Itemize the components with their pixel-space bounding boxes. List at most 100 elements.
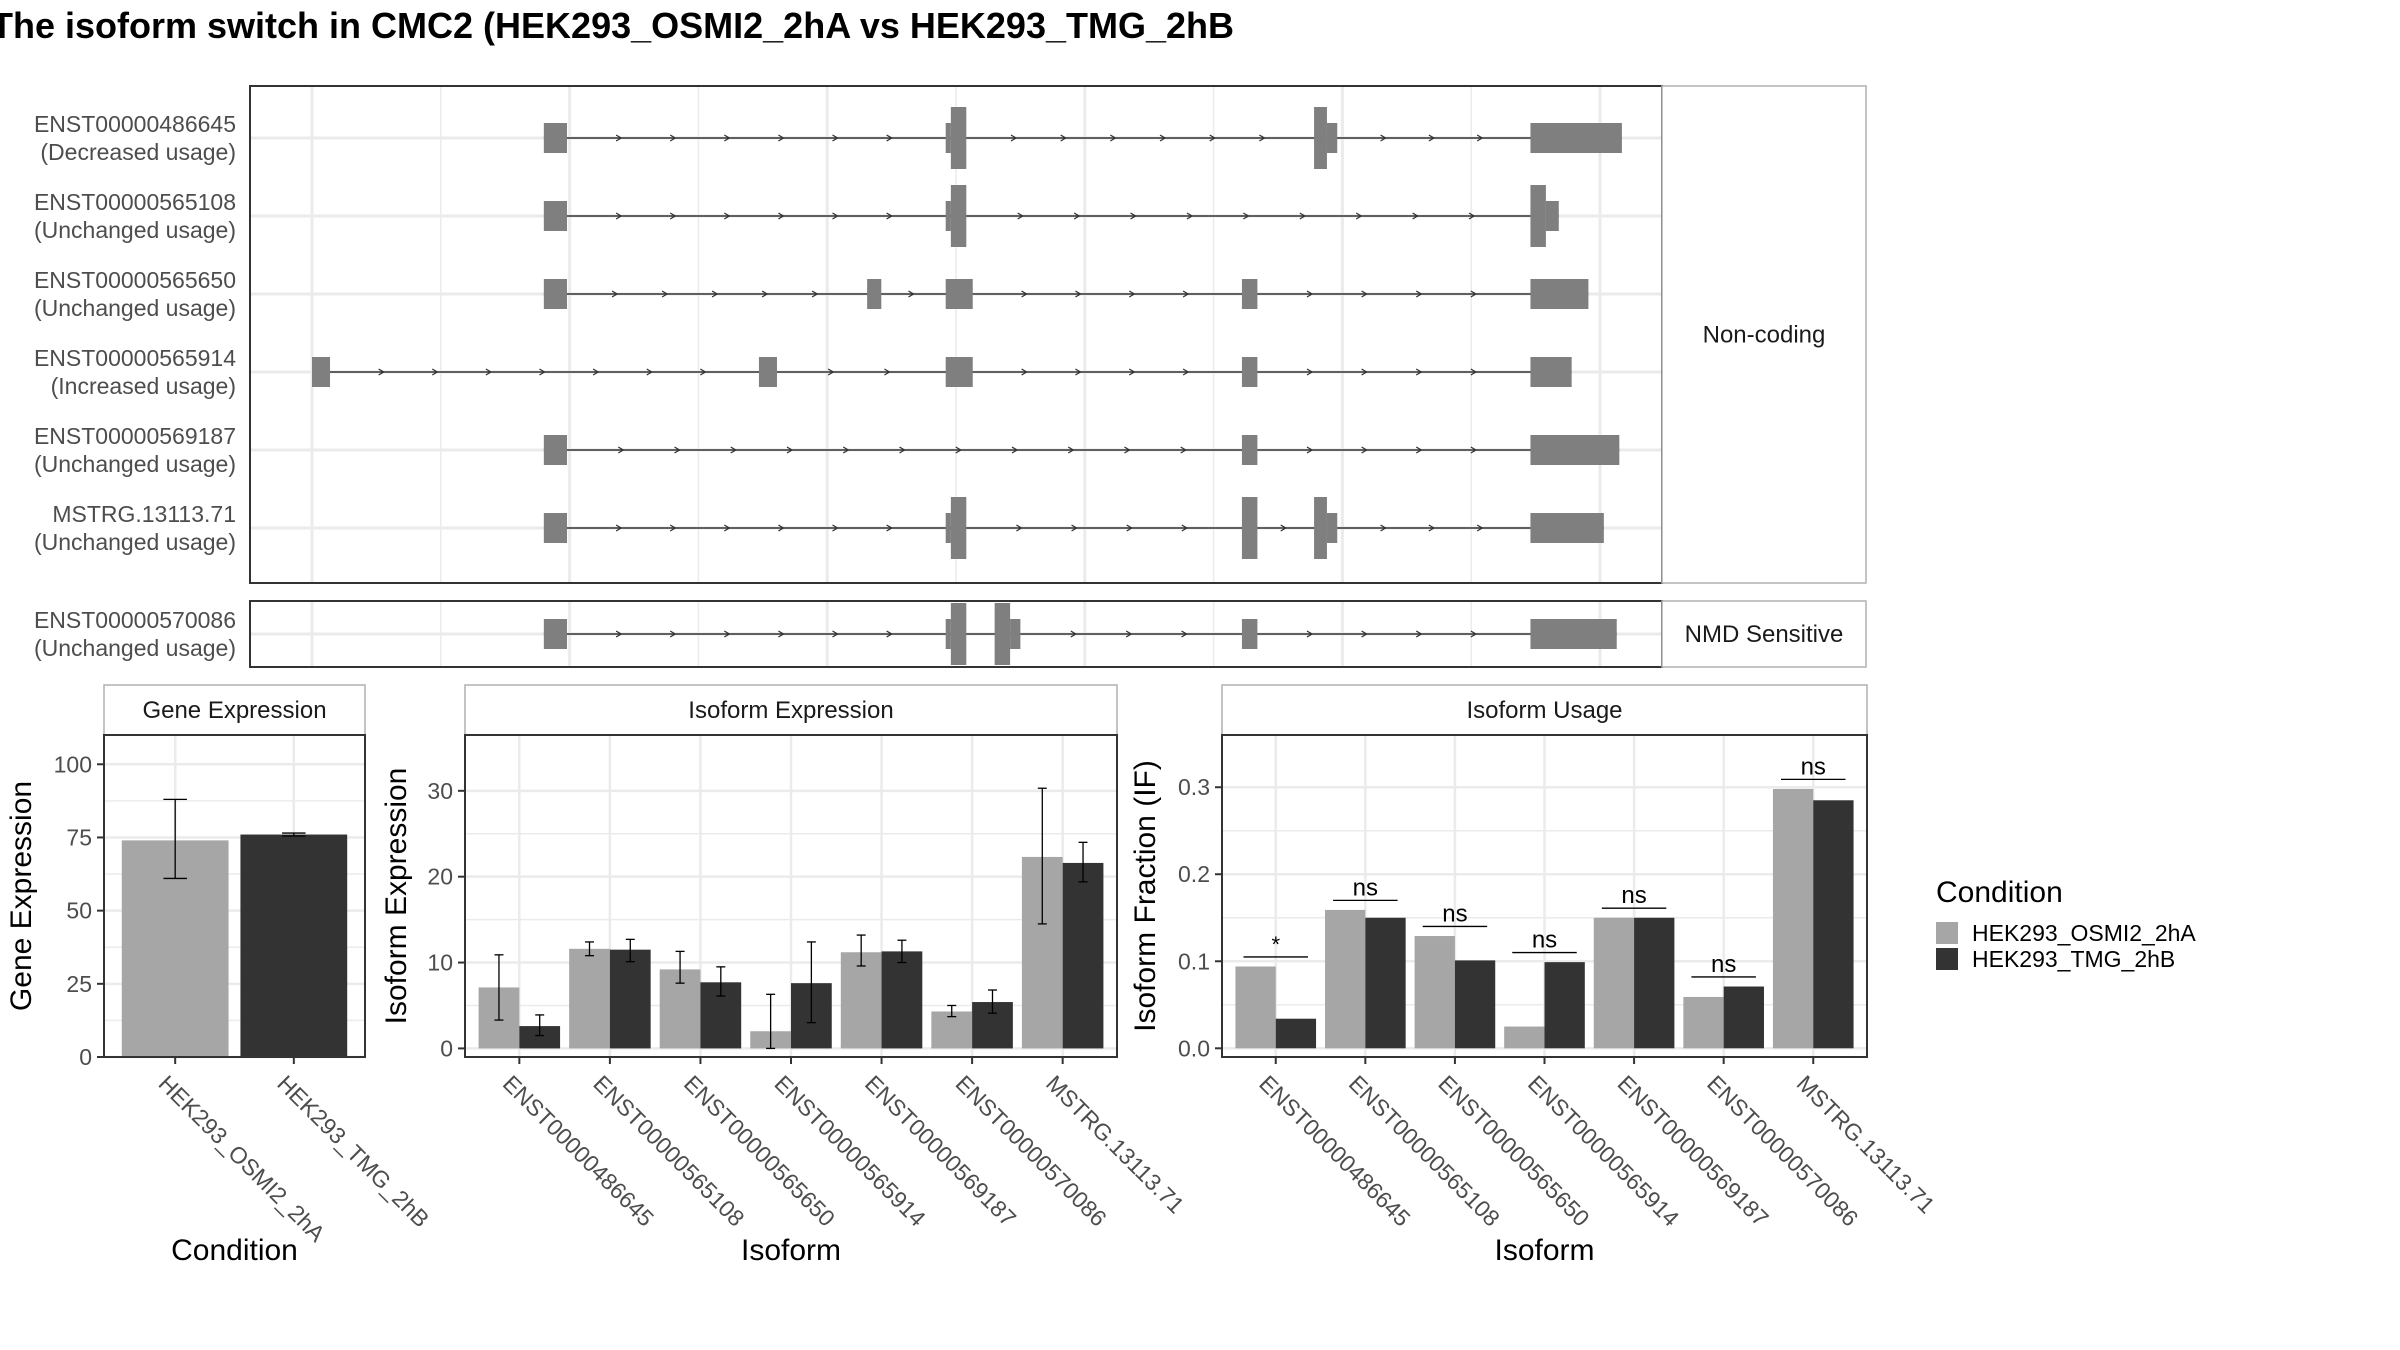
intron-direction-arrow bbox=[1010, 134, 1018, 142]
intron-direction-arrow bbox=[886, 524, 893, 532]
x-tick-label: ENST00000569187 bbox=[1613, 1070, 1774, 1231]
exon-block bbox=[1241, 619, 1258, 649]
intron-direction-arrow bbox=[1016, 524, 1023, 532]
bar bbox=[1325, 909, 1366, 1049]
intron-direction-arrow bbox=[615, 134, 623, 142]
bar bbox=[1454, 960, 1496, 1049]
intron-direction-arrow bbox=[899, 446, 906, 454]
significance-label: ns bbox=[1442, 900, 1467, 927]
intron-direction-arrow bbox=[1159, 134, 1167, 142]
legend-title: Condition bbox=[1936, 876, 2063, 909]
significance-label: ns bbox=[1532, 927, 1557, 954]
exon-block bbox=[543, 619, 568, 649]
intron-direction-arrow bbox=[778, 524, 785, 532]
exon-block bbox=[1241, 357, 1258, 387]
intron-direction-arrow bbox=[832, 524, 839, 532]
exon-block bbox=[1314, 107, 1327, 169]
exon-block bbox=[994, 603, 1011, 665]
bar bbox=[1062, 862, 1104, 1049]
intron-direction-arrow bbox=[1021, 290, 1028, 298]
transcript-usage-label: (Unchanged usage) bbox=[34, 529, 236, 555]
intron-direction-arrow bbox=[1060, 134, 1067, 142]
exon-block bbox=[1241, 435, 1258, 465]
intron-direction-arrow bbox=[786, 446, 794, 454]
intron-direction-arrow bbox=[908, 290, 915, 298]
bar bbox=[1723, 986, 1764, 1049]
bar bbox=[881, 951, 923, 1049]
exon-block bbox=[950, 185, 967, 247]
x-tick-label: ENST00000486645 bbox=[1254, 1070, 1415, 1231]
exon-block bbox=[945, 619, 951, 649]
y-tick-label: 30 bbox=[427, 778, 453, 804]
intron-direction-arrow bbox=[646, 368, 653, 376]
exon-block bbox=[867, 279, 882, 309]
chart-title: Isoform Usage bbox=[1466, 697, 1622, 724]
intron-direction-arrow bbox=[730, 446, 738, 454]
facet-strip-label: NMD Sensitive bbox=[1685, 621, 1844, 648]
intron-direction-arrow bbox=[1070, 630, 1078, 638]
intron-direction-arrow bbox=[1306, 630, 1314, 638]
intron-direction-arrow bbox=[615, 630, 623, 638]
intron-direction-arrow bbox=[592, 368, 600, 376]
facet-strip bbox=[1661, 85, 1867, 584]
transcript-id-label: MSTRG.13113.71 bbox=[52, 501, 236, 527]
bar bbox=[1235, 966, 1276, 1049]
x-tick-label: ENST00000565914 bbox=[769, 1070, 930, 1231]
intron-direction-arrow bbox=[723, 134, 731, 142]
bar bbox=[1683, 996, 1724, 1049]
legend-label: HEK293_OSMI2_2hA bbox=[1972, 920, 2196, 946]
exon-block bbox=[543, 513, 568, 543]
intron-direction-arrow bbox=[1110, 134, 1117, 142]
intron-direction-arrow bbox=[1071, 524, 1078, 532]
y-tick-label: 10 bbox=[427, 950, 453, 976]
intron-direction-arrow bbox=[611, 290, 619, 298]
bar bbox=[240, 834, 348, 1057]
transcript-structure-panel: ENST00000486645(Decreased usage) ENST0000… bbox=[34, 85, 1867, 668]
intron-direction-arrow bbox=[699, 368, 707, 376]
x-axis-title: Isoform bbox=[1494, 1234, 1594, 1267]
significance-label: ns bbox=[1621, 882, 1646, 909]
y-tick-label: 0.2 bbox=[1178, 861, 1210, 887]
chart-panel-border bbox=[103, 734, 366, 1058]
gene-expression-panel: Gene Expression0255075100HEK293_OSMI2_2h… bbox=[5, 684, 434, 1267]
x-axis-title: Isoform bbox=[741, 1234, 841, 1267]
intron-direction-arrow bbox=[1259, 134, 1266, 142]
transcript-usage-label: (Unchanged usage) bbox=[34, 635, 236, 661]
transcript-id-label: ENST00000565650 bbox=[34, 267, 236, 293]
intron-direction-arrow bbox=[1306, 368, 1314, 376]
intron-direction-arrow bbox=[723, 524, 731, 532]
intron-direction-arrow bbox=[811, 290, 819, 298]
transcript-usage-label: (Unchanged usage) bbox=[34, 217, 236, 243]
intron-direction-arrow bbox=[1415, 446, 1423, 454]
bar bbox=[931, 1011, 973, 1049]
intron-direction-arrow bbox=[778, 134, 785, 142]
y-tick-label: 100 bbox=[54, 751, 92, 777]
y-axis-title: Isoform Fraction (IF) bbox=[1129, 760, 1162, 1032]
chart-title: Isoform Expression bbox=[688, 697, 893, 724]
intron-direction-arrow bbox=[1415, 290, 1423, 298]
exon-block bbox=[945, 279, 973, 309]
y-tick-label: 20 bbox=[427, 864, 453, 890]
intron-direction-arrow bbox=[1380, 524, 1387, 532]
intron-direction-arrow bbox=[1075, 290, 1082, 298]
x-tick-label: ENST00000486645 bbox=[498, 1070, 659, 1231]
intron-direction-arrow bbox=[1428, 134, 1436, 142]
intron-direction-arrow bbox=[778, 630, 785, 638]
exon-block bbox=[950, 497, 967, 559]
exon-block bbox=[1530, 185, 1546, 247]
intron-direction-arrow bbox=[1280, 524, 1287, 532]
isoform-usage-panel: Isoform Usage * ns ns ns ns ns ns 0.0 0.1 0.2 0.3 EN… bbox=[1129, 684, 1940, 1267]
transcript-usage-label: (Increased usage) bbox=[51, 373, 236, 399]
chart-strip bbox=[464, 684, 1118, 736]
bar bbox=[1772, 788, 1814, 1049]
significance-label: ns bbox=[1801, 753, 1826, 780]
intron-direction-arrow bbox=[485, 368, 493, 376]
bar bbox=[1544, 962, 1585, 1049]
exon-block bbox=[945, 513, 951, 543]
bar bbox=[840, 952, 882, 1049]
intron-direction-arrow bbox=[1067, 446, 1075, 454]
y-tick-label: 0.0 bbox=[1178, 1035, 1210, 1061]
x-tick-label: ENST00000565914 bbox=[1523, 1070, 1684, 1231]
intron-direction-arrow bbox=[1128, 290, 1136, 298]
